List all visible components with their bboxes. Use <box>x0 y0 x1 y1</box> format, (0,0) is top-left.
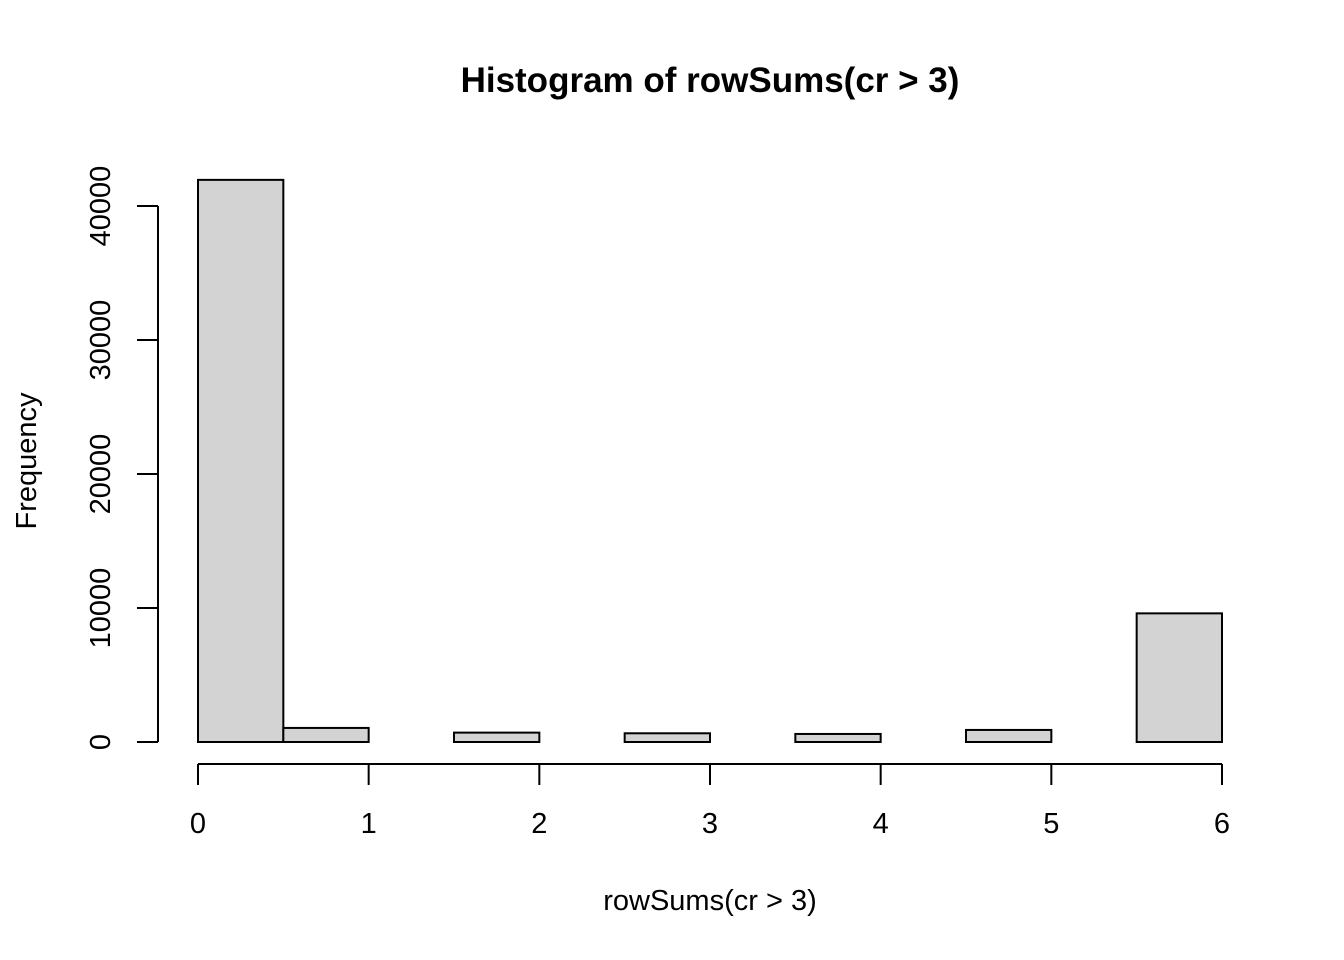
bars-group <box>197 178 1223 744</box>
x-axis: 0 1 2 3 4 5 6 <box>190 763 1230 840</box>
x-axis-label: rowSums(cr > 3) <box>603 885 817 917</box>
x-tick-label: 1 <box>361 808 377 840</box>
histogram-bar <box>197 178 285 743</box>
x-tick-label: 3 <box>702 808 718 840</box>
y-tick-label: 20000 <box>85 434 117 515</box>
x-tick-label: 2 <box>531 808 547 840</box>
histogram-bar <box>794 732 882 744</box>
y-tick-label: 0 <box>85 734 117 750</box>
histogram-bar <box>453 731 541 743</box>
y-tick-label: 30000 <box>85 300 117 381</box>
x-tick-label: 6 <box>1214 808 1230 840</box>
x-tick-label: 0 <box>190 808 206 840</box>
y-tick-label: 40000 <box>85 166 117 247</box>
histogram-bar <box>623 732 712 743</box>
histogram-bar <box>282 726 370 743</box>
x-tick-label: 4 <box>873 808 889 840</box>
histogram-bar <box>965 728 1053 744</box>
x-tick-label: 5 <box>1043 808 1059 840</box>
y-axis: 0 10000 20000 30000 40000 <box>85 166 159 750</box>
chart-title: Histogram of rowSums(cr > 3) <box>461 61 960 100</box>
histogram-bar <box>1135 612 1223 743</box>
y-tick-label: 10000 <box>85 568 117 649</box>
y-axis-label: Frequency <box>11 392 43 530</box>
